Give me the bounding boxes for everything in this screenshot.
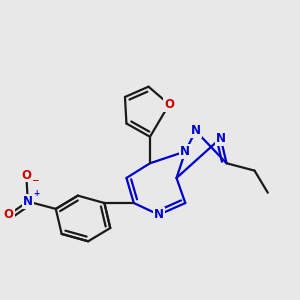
Text: O: O bbox=[4, 208, 14, 221]
Text: N: N bbox=[23, 195, 33, 208]
Text: −: − bbox=[32, 176, 39, 185]
Text: N: N bbox=[180, 145, 190, 158]
Text: O: O bbox=[21, 169, 31, 182]
Text: N: N bbox=[190, 124, 201, 137]
Text: O: O bbox=[164, 98, 174, 111]
Text: +: + bbox=[33, 189, 39, 198]
Text: N: N bbox=[216, 132, 226, 145]
Text: N: N bbox=[154, 208, 164, 221]
